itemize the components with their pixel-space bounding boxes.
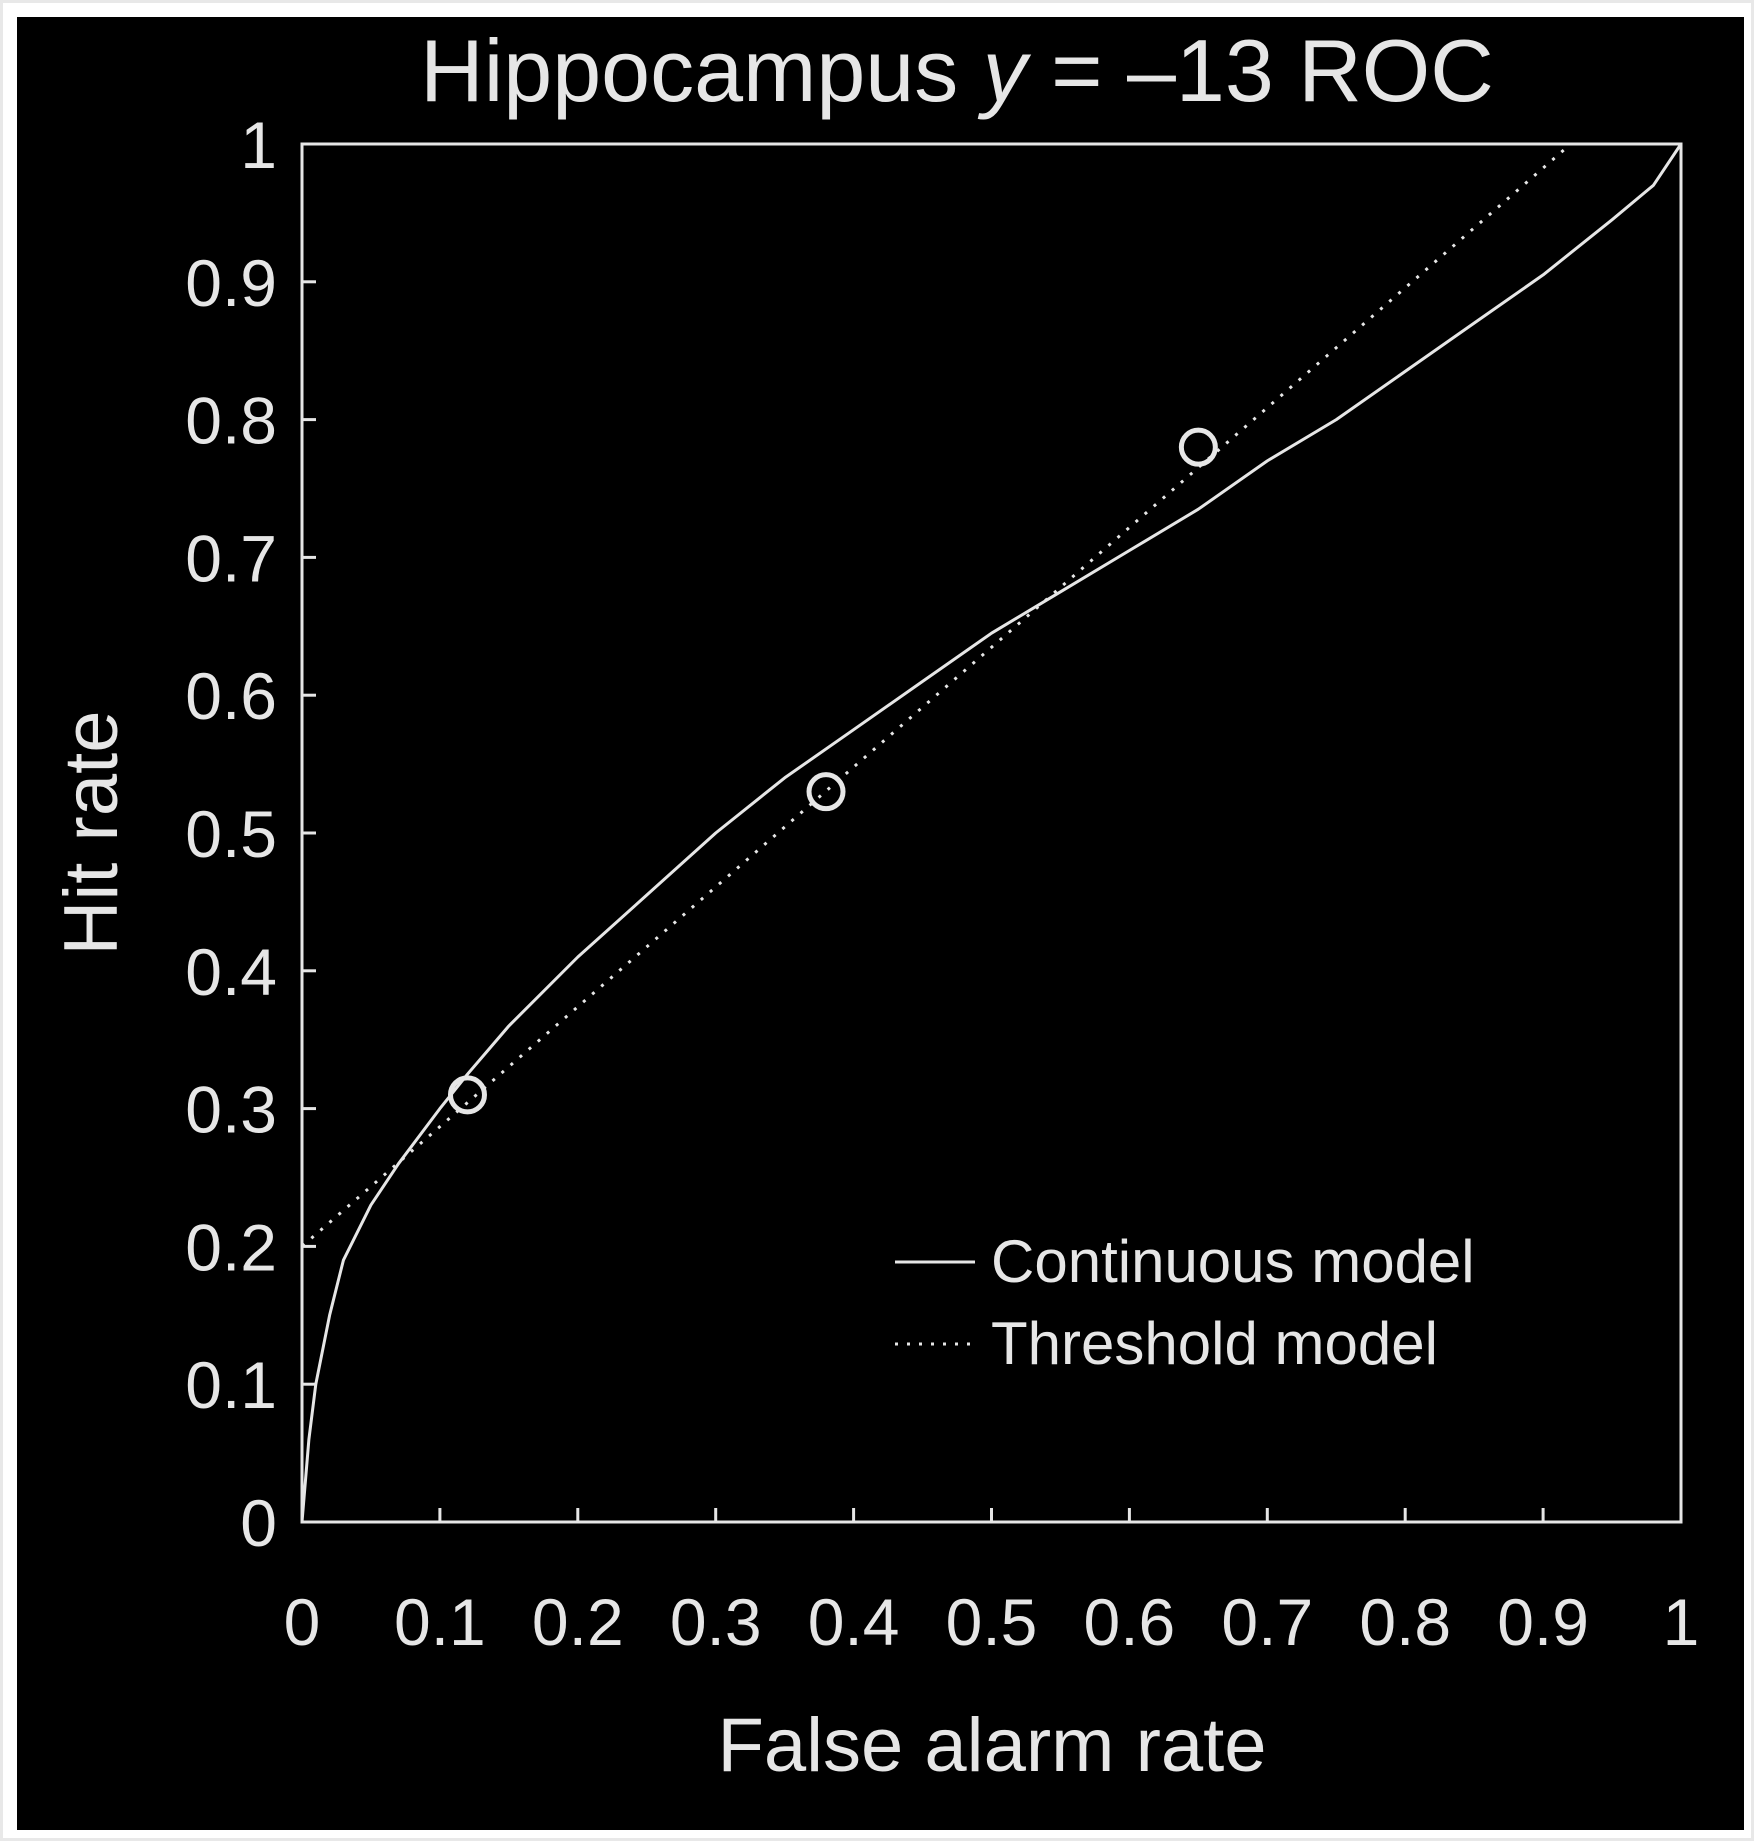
x-tick-label-4: 0.4 [808, 1585, 900, 1659]
chart-title-before: Hippocampus [420, 21, 983, 120]
chart-title-after: = –13 ROC [1027, 21, 1494, 120]
series-line-continuous-model [300, 143, 1683, 1523]
y-tick-label-2: 0.2 [185, 1210, 277, 1284]
y-axis-ticks [302, 142, 316, 1524]
y-tick-label-4: 0.4 [185, 935, 277, 1009]
x-tick-label-0: 0 [284, 1585, 321, 1659]
chart-title-italic: y [978, 21, 1032, 120]
x-axis-tick-labels: 0 0.1 0.2 0.3 0.4 0.5 0.6 0.7 0.8 0.9 1 [284, 1585, 1700, 1659]
x-axis-label: False alarm rate [717, 1703, 1266, 1788]
legend-label-continuous-model: Continuous model [991, 1228, 1475, 1295]
y-tick-label-7: 0.7 [185, 521, 277, 595]
y-tick-label-1: 0.1 [185, 1348, 277, 1422]
x-tick-label-1: 0.1 [394, 1585, 486, 1659]
y-tick-label-8: 0.8 [185, 384, 277, 458]
series-layer [300, 142, 1683, 1523]
observed-point-1 [806, 772, 846, 812]
chart-title: Hippocampus y = –13 ROC [420, 21, 1494, 120]
x-axis-ticks [300, 1508, 1683, 1522]
x-tick-label-6: 0.6 [1084, 1585, 1176, 1659]
legend: Continuous model Threshold model [895, 1228, 1475, 1377]
observed-points [447, 427, 1218, 1115]
x-tick-label-2: 0.2 [532, 1585, 624, 1659]
x-tick-label-10: 1 [1663, 1585, 1700, 1659]
y-tick-label-3: 0.3 [185, 1073, 277, 1147]
y-tick-label-6: 0.6 [185, 659, 277, 733]
x-tick-label-9: 0.9 [1497, 1585, 1589, 1659]
y-axis-label: Hit rate [49, 711, 134, 956]
observed-point-2 [1178, 427, 1218, 467]
y-tick-label-0: 0 [240, 1486, 277, 1560]
y-tick-label-9: 0.9 [185, 246, 277, 320]
x-tick-label-8: 0.8 [1359, 1585, 1451, 1659]
y-axis-tick-labels: 0 0.1 0.2 0.3 0.4 0.5 0.6 0.7 0.8 0.9 1 [185, 108, 277, 1560]
observed-point-0 [447, 1075, 487, 1115]
x-tick-label-3: 0.3 [670, 1585, 762, 1659]
roc-chart: Hippocampus y = –13 ROC 0 0.1 0.2 0.3 0.4 0.5… [49, 21, 1700, 1788]
x-tick-label-5: 0.5 [946, 1585, 1038, 1659]
x-tick-label-7: 0.7 [1221, 1585, 1313, 1659]
y-tick-label-10: 1 [240, 108, 277, 182]
chart-panel: Hippocampus y = –13 ROC 0 0.1 0.2 0.3 0.4 0.5… [17, 17, 1744, 1830]
y-tick-label-5: 0.5 [185, 797, 277, 871]
legend-label-threshold-model: Threshold model [991, 1310, 1438, 1377]
